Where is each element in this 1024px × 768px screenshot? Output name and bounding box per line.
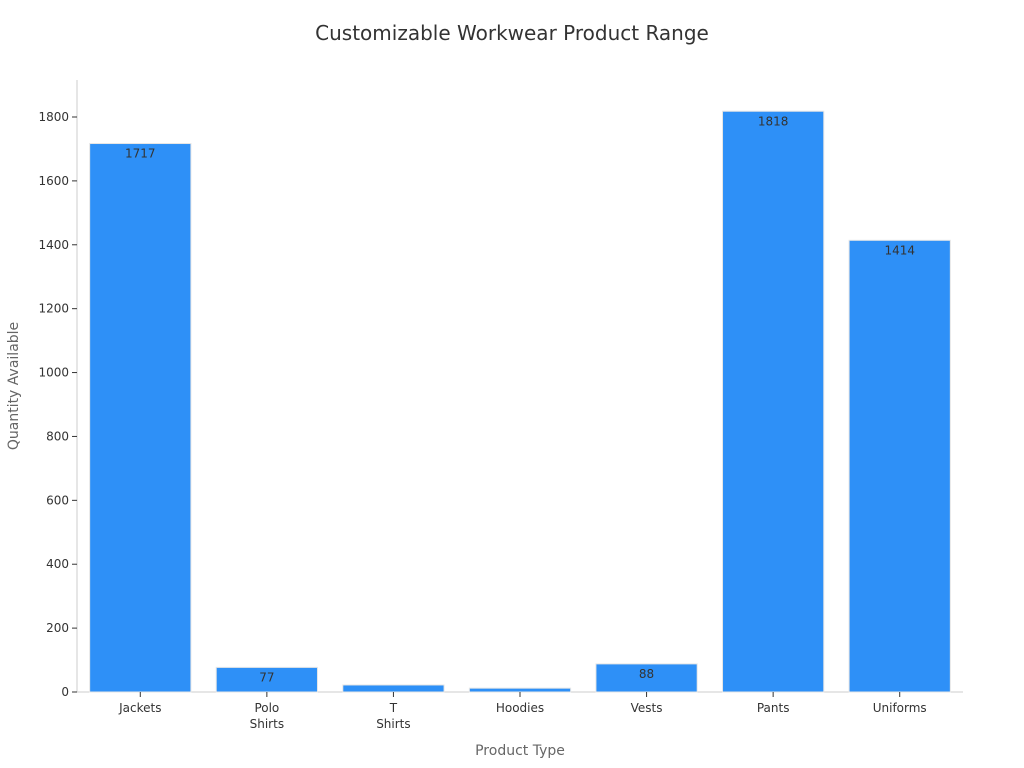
y-tick-label: 200 <box>46 621 69 635</box>
x-tick-label: T <box>389 701 398 715</box>
bar <box>89 143 192 693</box>
x-tick-label: Uniforms <box>873 701 927 715</box>
data-label: 1414 <box>884 243 915 257</box>
y-tick-label: 400 <box>46 557 69 571</box>
x-tick-label: Shirts <box>376 717 410 731</box>
plot-area: 0 200 400 600 800 1000 1200 1400 1600 1800 Jackets… <box>38 80 963 731</box>
y-tick-label: 1200 <box>38 302 69 316</box>
y-tick-label: 800 <box>46 429 69 443</box>
bar <box>722 110 825 693</box>
bar <box>342 684 445 693</box>
y-axis-title: Quantity Available <box>6 322 22 450</box>
x-tick-label: Vests <box>631 701 663 715</box>
y-tick-label: 600 <box>46 493 69 507</box>
x-axis-title: Product Type <box>475 743 565 759</box>
data-label: 1818 <box>758 114 789 128</box>
y-tick-label: 1400 <box>38 238 69 252</box>
data-label: 77 <box>259 670 274 684</box>
x-tick-label: Jackets <box>118 701 161 715</box>
bar <box>468 687 572 693</box>
y-tick-label: 1800 <box>38 110 69 124</box>
y-tick-label: 0 <box>61 685 69 699</box>
bar <box>848 239 951 693</box>
y-tick-label: 1600 <box>38 174 69 188</box>
chart-title: Customizable Workwear Product Range <box>315 21 709 45</box>
x-tick-label: Shirts <box>250 717 284 731</box>
bar <box>215 666 318 693</box>
data-label: 1717 <box>125 147 156 161</box>
x-tick-label: Pants <box>757 701 790 715</box>
x-tick-label: Hoodies <box>496 701 544 715</box>
y-tick-label: 1000 <box>38 366 69 380</box>
data-label: 88 <box>639 667 654 681</box>
x-tick-label: Polo <box>254 701 279 715</box>
